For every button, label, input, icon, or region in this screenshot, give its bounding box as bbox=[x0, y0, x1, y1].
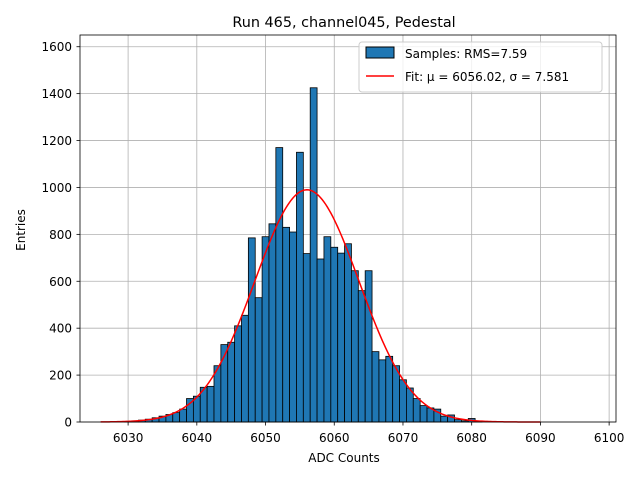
x-axis-label: ADC Counts bbox=[308, 451, 380, 465]
histogram-bar bbox=[283, 227, 290, 422]
histogram-bar bbox=[290, 232, 297, 422]
histogram-bar bbox=[358, 291, 365, 422]
histogram-bar bbox=[262, 237, 269, 422]
histogram-bar bbox=[345, 244, 352, 422]
legend-fit-label: Fit: μ = 6056.02, σ = 7.581 bbox=[405, 70, 569, 84]
x-tick-label: 6060 bbox=[319, 431, 350, 445]
y-tick-label: 1400 bbox=[41, 87, 72, 101]
x-tick-label: 6080 bbox=[456, 431, 487, 445]
histogram-bar bbox=[331, 247, 338, 422]
y-tick-label: 400 bbox=[49, 322, 72, 336]
histogram-bar bbox=[379, 360, 386, 422]
legend-histogram-swatch bbox=[366, 47, 394, 58]
chart-title: Run 465, channel045, Pedestal bbox=[232, 15, 455, 31]
histogram-bar bbox=[255, 298, 262, 422]
histogram-bar bbox=[269, 224, 276, 422]
y-tick-label: 1600 bbox=[41, 40, 72, 54]
histogram-bar bbox=[365, 271, 372, 422]
histogram-bar bbox=[207, 386, 214, 422]
histogram-bar bbox=[393, 366, 400, 422]
x-tick-label: 6030 bbox=[113, 431, 144, 445]
histogram-bar bbox=[351, 271, 358, 422]
histogram-bar bbox=[310, 88, 317, 422]
y-tick-label: 200 bbox=[49, 369, 72, 383]
y-tick-label: 1200 bbox=[41, 134, 72, 148]
histogram-bar bbox=[228, 342, 235, 422]
histogram-bar bbox=[400, 380, 407, 422]
histogram-bar bbox=[338, 253, 345, 422]
y-tick-label: 600 bbox=[49, 275, 72, 289]
x-tick-label: 6050 bbox=[250, 431, 281, 445]
histogram-bar bbox=[441, 416, 448, 422]
x-tick-label: 6040 bbox=[182, 431, 213, 445]
histogram-bar bbox=[324, 237, 331, 422]
x-tick-label: 6090 bbox=[525, 431, 556, 445]
histogram-bar bbox=[406, 388, 413, 422]
histogram-bar bbox=[173, 413, 180, 422]
x-tick-label: 6100 bbox=[594, 431, 625, 445]
histogram-bar bbox=[241, 315, 248, 422]
x-tick-label: 6070 bbox=[388, 431, 419, 445]
histogram-bar bbox=[372, 352, 379, 422]
y-tick-label: 800 bbox=[49, 228, 72, 242]
histogram-bar bbox=[386, 356, 393, 422]
histogram-bar bbox=[235, 326, 242, 422]
histogram-bar bbox=[413, 399, 420, 422]
y-tick-label: 1000 bbox=[41, 181, 72, 195]
legend: Samples: RMS=7.59 Fit: μ = 6056.02, σ = … bbox=[359, 42, 602, 92]
histogram-bar bbox=[248, 238, 255, 422]
histogram-bar bbox=[303, 254, 310, 422]
y-axis-label: Entries bbox=[14, 209, 28, 251]
y-tick-label: 0 bbox=[64, 416, 72, 430]
histogram-bar bbox=[180, 409, 187, 422]
histogram-bar bbox=[317, 259, 324, 422]
legend-histogram-label: Samples: RMS=7.59 bbox=[405, 47, 527, 61]
histogram-bar bbox=[420, 406, 427, 422]
histogram-bar bbox=[276, 148, 283, 422]
